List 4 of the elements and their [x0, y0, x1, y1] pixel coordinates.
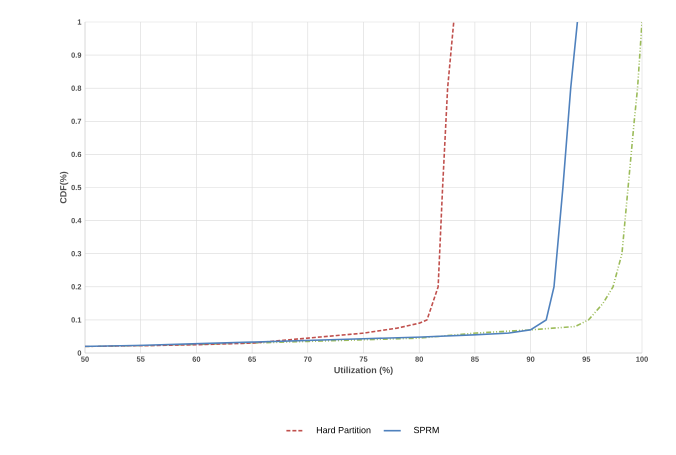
- legend-label: SPRM: [414, 426, 439, 434]
- x-axis-title: Utilization (%): [334, 366, 393, 376]
- legend-label: Hard Partition: [316, 426, 370, 434]
- y-axis-title: CDF(%): [60, 172, 68, 204]
